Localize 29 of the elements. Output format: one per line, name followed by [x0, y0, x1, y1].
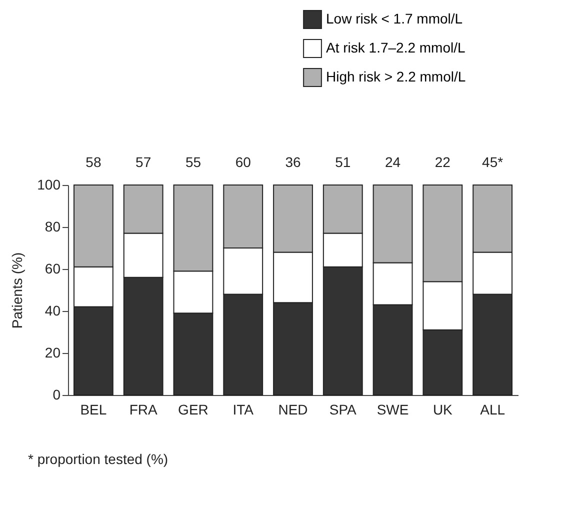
x-tick-label: ALL [480, 402, 506, 418]
annotation: 55 [185, 154, 202, 170]
annotation: 57 [136, 154, 152, 170]
y-axis-title: Patients (%) [9, 252, 26, 329]
legend-label: High risk > 2.2 mmol/L [326, 68, 466, 84]
y-tick-label: 0 [52, 386, 61, 402]
y-tick-label: 40 [44, 302, 61, 318]
x-tick-label: SWE [376, 402, 409, 418]
y-tick-label: 60 [44, 260, 61, 276]
annotation: 45* [482, 154, 504, 170]
x-tick-label: BEL [80, 402, 107, 418]
legend-label: Low risk < 1.7 mmol/L [326, 10, 463, 26]
y-tick-label: 80 [44, 218, 61, 234]
text: * proportion tested (%) [28, 451, 168, 467]
y-tick-label: 20 [44, 344, 61, 360]
annotation: 22 [434, 154, 451, 170]
x-tick-label: SPA [329, 402, 358, 418]
x-tick-label: NED [278, 402, 308, 418]
x-tick-label: GER [178, 402, 208, 418]
legend-label: At risk 1.7–2.2 mmol/L [326, 40, 466, 56]
annotation: 36 [285, 154, 301, 170]
x-tick-label: UK [432, 402, 454, 418]
y-tick-label: 100 [37, 176, 61, 192]
annotation: 24 [384, 154, 401, 170]
annotation: 60 [235, 154, 252, 170]
x-tick-label: ITA [232, 402, 254, 418]
annotation: 51 [335, 154, 351, 170]
x-tick-label: FRA [129, 402, 158, 418]
annotation: 58 [86, 154, 102, 170]
